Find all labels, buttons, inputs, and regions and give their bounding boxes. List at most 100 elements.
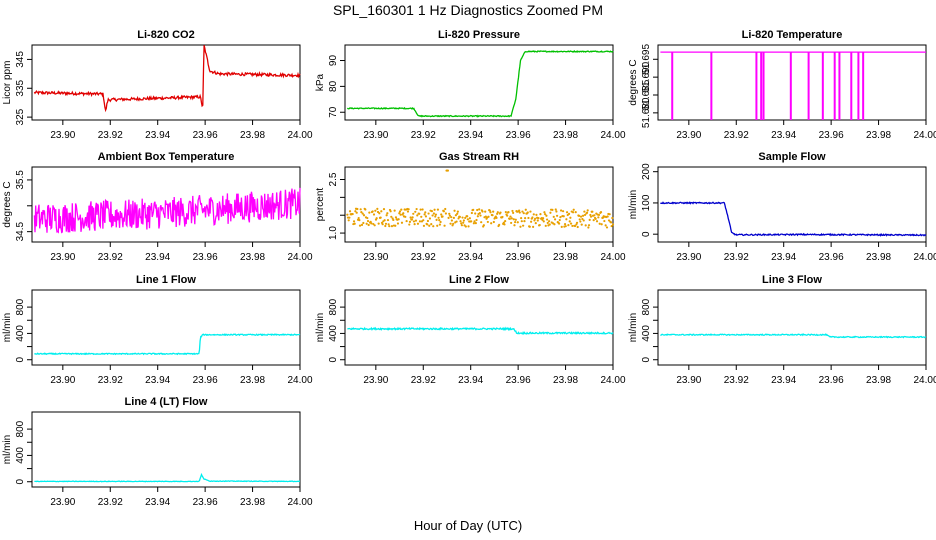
data-point (557, 222, 561, 225)
panel-1: Li-820 Pressure kPa 23.90 23.92 23.94 23.96 23… (315, 29, 626, 141)
data-point (520, 217, 523, 220)
data-point (532, 225, 535, 228)
data-point (508, 217, 511, 220)
x-tick-label: 23.90 (50, 375, 75, 386)
data-point (418, 220, 422, 223)
data-point (569, 216, 572, 219)
data-point (467, 225, 470, 228)
x-tick-label: 23.98 (553, 375, 578, 386)
data-point (354, 210, 357, 213)
panel-frame (344, 44, 614, 121)
data-point (459, 220, 462, 223)
data-point (378, 212, 381, 215)
x-tick-label: 23.90 (676, 130, 701, 141)
data-point (437, 216, 440, 219)
data-point (581, 217, 584, 221)
data-point (462, 221, 465, 224)
data-point (421, 208, 424, 211)
data-point (537, 217, 540, 220)
data-point (404, 215, 407, 218)
data-point (377, 222, 380, 225)
data-point (426, 223, 429, 226)
x-tick-label: 23.96 (193, 252, 218, 263)
data-point (376, 207, 379, 211)
y-tick-label: 0 (641, 231, 652, 237)
data-point (443, 224, 446, 227)
data-point (609, 221, 613, 224)
y-tick-label: 400 (15, 447, 26, 464)
y-axis-label: ml/min (2, 435, 13, 464)
data-point (426, 219, 430, 223)
x-tick-label: 23.96 (506, 252, 531, 263)
data-point (472, 208, 475, 211)
y-axis-label: ml/min (315, 313, 326, 342)
panel-4: Gas Stream RH percent 23.90 23.92 23.94 23.96… (315, 151, 626, 263)
data-point (611, 223, 615, 226)
y-tick-label: 51.690 (641, 61, 652, 92)
data-point (411, 216, 414, 219)
y-tick-label: 0 (641, 357, 652, 363)
data-point (386, 218, 390, 222)
data-point (400, 221, 404, 224)
data-point (567, 212, 571, 215)
data-point (387, 223, 390, 226)
data-point (348, 216, 351, 219)
data-point (534, 217, 537, 220)
data-point (512, 218, 515, 221)
y-axis-label: ml/min (2, 313, 13, 342)
data-point (386, 212, 389, 215)
data-point (367, 223, 370, 227)
panel-frame (344, 166, 614, 243)
data-point (353, 222, 356, 225)
data-point (527, 216, 530, 220)
data-point (553, 223, 556, 226)
x-tick-label: 23.98 (866, 375, 891, 386)
data-point (598, 222, 601, 225)
data-point (524, 217, 527, 220)
data-point (472, 222, 475, 225)
data-point (436, 224, 439, 227)
data-point (526, 211, 529, 214)
panel-frame (657, 166, 927, 243)
y-axis-label: ml/min (628, 190, 639, 219)
panel-frame (657, 289, 927, 366)
data-point (444, 207, 447, 211)
data-point (356, 207, 359, 211)
y-tick-label: 35.5 (15, 170, 26, 190)
data-point (380, 210, 383, 213)
data-point (538, 223, 541, 227)
data-point (583, 213, 587, 217)
data-point (446, 169, 449, 172)
data-point (606, 215, 609, 218)
y-axis-label: ml/min (628, 313, 639, 342)
data-point (473, 220, 476, 223)
data-point (432, 225, 435, 228)
data-point (592, 219, 595, 222)
x-tick-label: 23.92 (98, 375, 123, 386)
data-point (541, 217, 545, 220)
series-line (33, 45, 301, 113)
data-point (436, 208, 440, 211)
series-line (660, 201, 927, 237)
data-point (348, 210, 352, 213)
x-tick-label: 23.92 (98, 130, 123, 141)
data-point (610, 224, 613, 228)
data-point (507, 211, 510, 214)
data-point (357, 216, 360, 220)
data-point (456, 212, 459, 215)
data-point (420, 215, 423, 218)
y-tick-label: 200 (641, 163, 652, 180)
data-point (430, 210, 434, 213)
data-point (388, 225, 391, 228)
data-point (434, 215, 437, 218)
data-point (447, 216, 450, 219)
data-point (441, 215, 444, 218)
data-point (581, 214, 585, 217)
panel-6: Line 1 Flow ml/min 23.90 23.92 23.94 23.96 23.… (2, 274, 313, 386)
data-point (458, 215, 461, 218)
data-point (510, 221, 513, 225)
data-point (444, 212, 448, 215)
data-point (595, 220, 599, 223)
data-point (407, 208, 410, 211)
data-point (371, 210, 374, 213)
